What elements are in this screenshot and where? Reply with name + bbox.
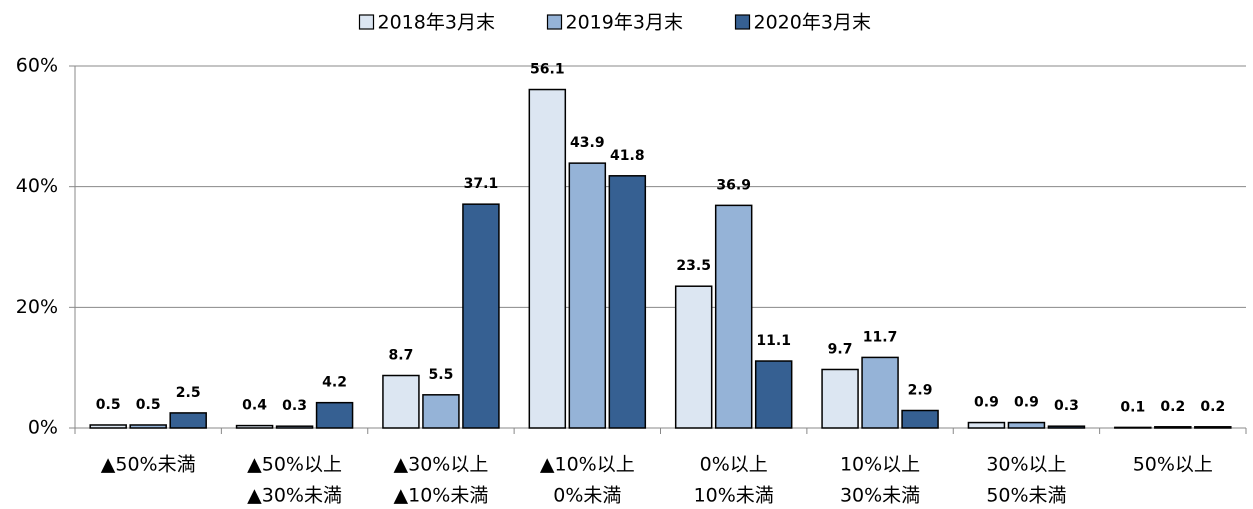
bar: [754, 360, 793, 429]
value-label: 36.9: [716, 177, 751, 193]
x-tick-label: 50%以上: [1133, 454, 1213, 476]
y-tick-label: 60%: [16, 55, 58, 77]
value-label: 0.9: [974, 395, 999, 411]
x-tick-label: 10%未満: [694, 485, 774, 507]
bar: [901, 409, 939, 429]
legend-swatch: [358, 14, 375, 30]
y-tick-label: 40%: [16, 175, 58, 197]
bar: [422, 394, 460, 429]
bar: [608, 175, 647, 429]
value-label: 2.9: [908, 383, 933, 399]
x-tick-label: 10%以上: [840, 454, 920, 476]
value-label: 0.5: [96, 397, 121, 413]
bar: [235, 424, 274, 429]
value-label: 56.1: [530, 62, 565, 78]
value-label: 9.7: [828, 341, 853, 357]
x-tick-label: ▲50%以上: [247, 454, 342, 476]
bar: [1007, 421, 1046, 429]
legend-swatch: [546, 14, 563, 30]
bar: [528, 88, 567, 429]
bar: [967, 421, 1006, 429]
bar: [568, 162, 607, 429]
bar: [674, 285, 713, 429]
bar: [714, 204, 753, 429]
bar: [275, 425, 314, 429]
value-label: 0.5: [136, 397, 161, 413]
value-label: 11.7: [863, 329, 898, 345]
value-label: 0.3: [282, 398, 307, 414]
value-label: 2.5: [176, 385, 201, 401]
x-tick-label: 50%未満: [986, 485, 1066, 507]
value-label: 8.7: [389, 348, 414, 364]
x-tick-label: 30%未満: [840, 485, 920, 507]
y-tick-label: 20%: [16, 296, 58, 318]
legend-label: 2019年3月末: [566, 12, 683, 34]
x-tick-label: ▲30%以上: [394, 454, 489, 476]
x-tick-label: 0%以上: [700, 454, 768, 476]
bar: [1194, 426, 1232, 429]
value-label: 11.1: [756, 333, 791, 349]
value-label: 0.9: [1014, 395, 1039, 411]
bar: [861, 356, 899, 429]
bar: [169, 412, 207, 429]
value-label: 0.4: [242, 398, 267, 414]
x-tick-label: ▲50%未満: [101, 454, 196, 476]
bar: [89, 424, 127, 429]
x-tick-label: ▲30%未満: [247, 485, 342, 507]
legend-label: 2020年3月末: [754, 12, 871, 34]
x-tick-label: 30%以上: [986, 454, 1066, 476]
value-label: 41.8: [610, 148, 645, 164]
legend-label: 2018年3月末: [378, 12, 495, 34]
value-label: 37.1: [464, 176, 499, 192]
bar: [382, 374, 420, 429]
y-tick-label: 0%: [28, 417, 58, 439]
value-label: 5.5: [429, 367, 454, 383]
value-label: 0.2: [1200, 399, 1225, 415]
value-label: 0.1: [1120, 399, 1145, 415]
bar: [129, 424, 167, 429]
bar: [462, 203, 500, 429]
value-label: 0.3: [1054, 398, 1079, 414]
x-tick-label: ▲10%以上: [540, 454, 635, 476]
x-tick-label: 0%未満: [553, 485, 621, 507]
bar: [821, 368, 859, 429]
bar: [315, 401, 354, 429]
value-label: 0.2: [1160, 399, 1185, 415]
bar: [1047, 425, 1086, 429]
bar: [1154, 426, 1192, 429]
value-label: 4.2: [322, 375, 347, 391]
value-label: 23.5: [676, 258, 711, 274]
value-label: 43.9: [570, 135, 605, 151]
bar: [1114, 426, 1152, 429]
legend-swatch: [734, 14, 751, 30]
x-tick-label: ▲10%未満: [394, 485, 489, 507]
